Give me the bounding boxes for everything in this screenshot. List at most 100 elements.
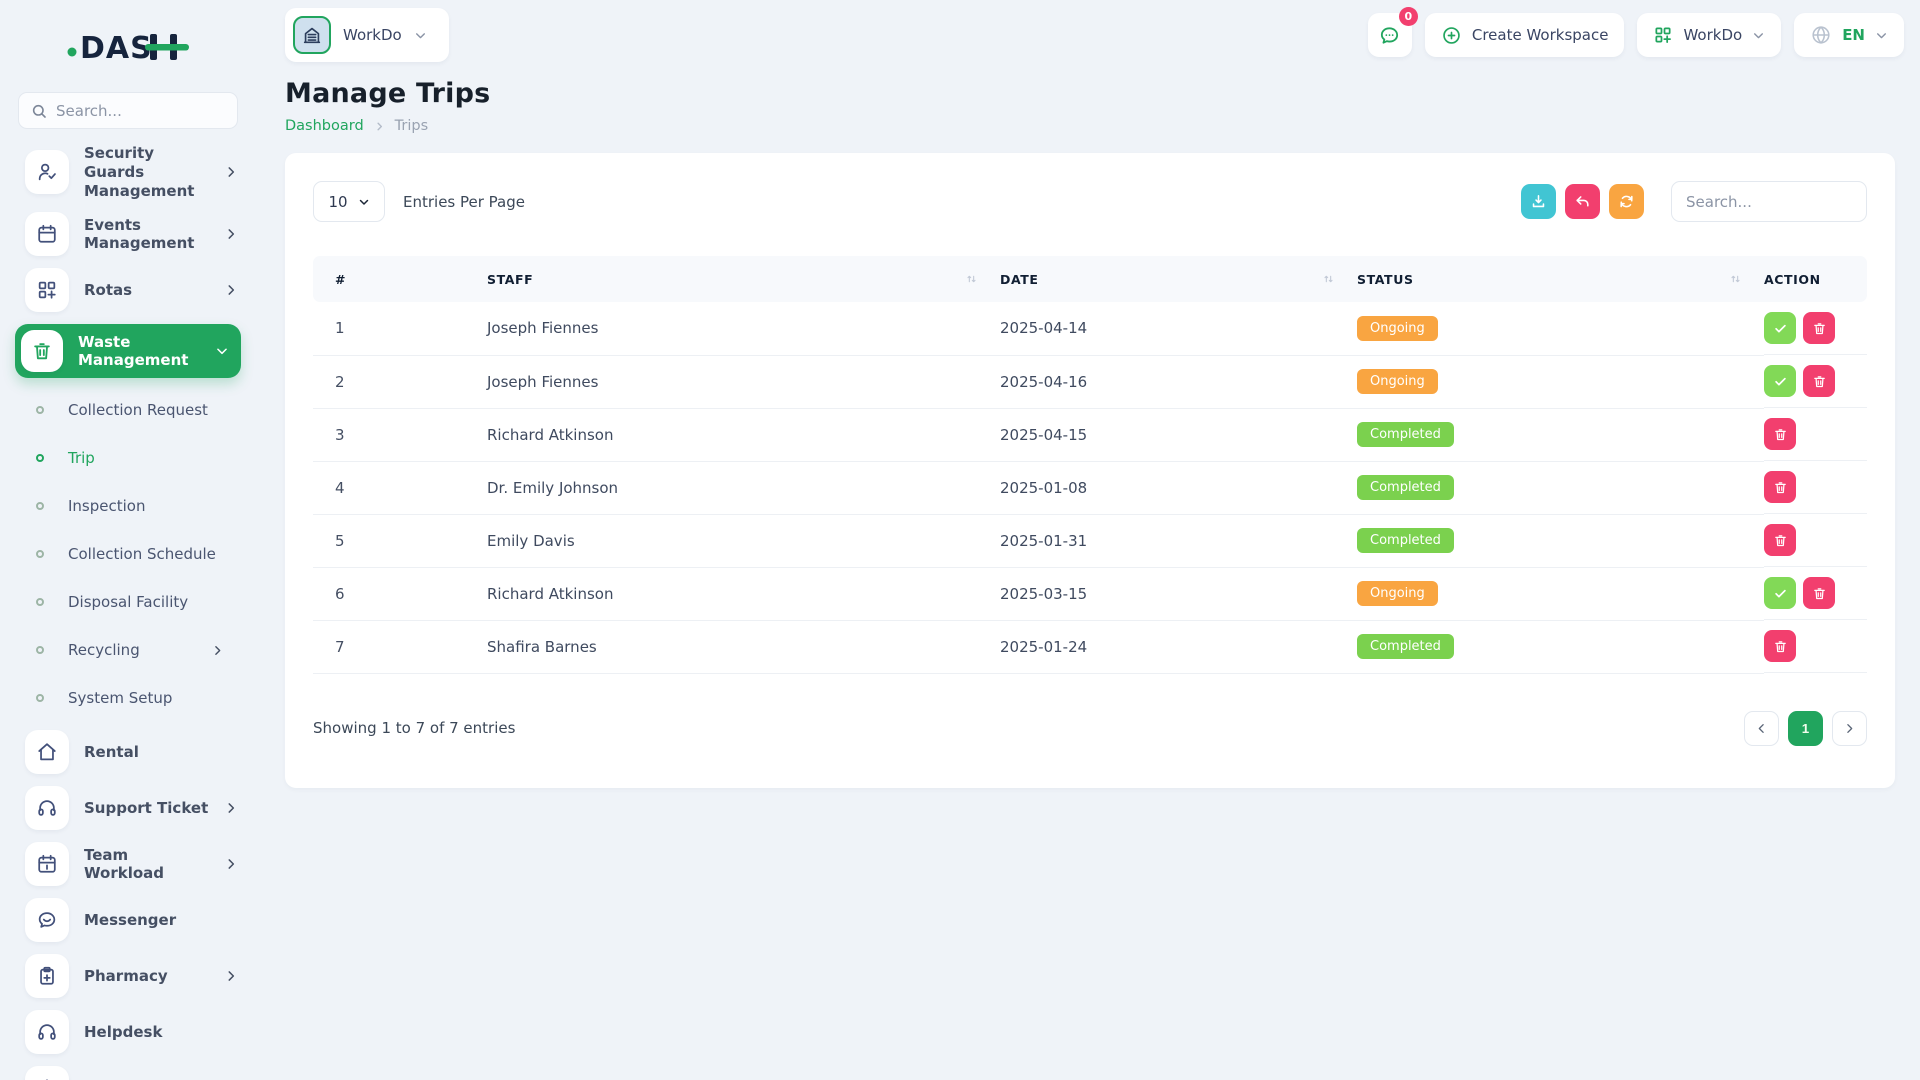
circle-bullet-icon (36, 502, 44, 511)
breadcrumb-dashboard-link[interactable]: Dashboard (285, 118, 364, 134)
chevron-right-icon (224, 165, 238, 179)
submenu-item-trip[interactable]: Trip (14, 434, 242, 482)
table-controls: 10 Entries Per Page (313, 181, 1867, 222)
delete-trip-button[interactable] (1764, 524, 1796, 556)
submenu-item-collection-schedule[interactable]: Collection Schedule (14, 530, 242, 578)
date-cell: 2025-01-24 (1000, 620, 1357, 674)
sidebar-item-waste-management[interactable]: Waste Management (15, 324, 241, 379)
gear-icon (25, 1066, 69, 1080)
plus-circle-icon (1441, 25, 1462, 46)
messages-count-badge: 0 (1398, 7, 1418, 26)
submenu-item-collection-request[interactable]: Collection Request (14, 386, 242, 434)
entries-per-page-label: Entries Per Page (403, 192, 525, 211)
sidebar-search-input[interactable] (56, 101, 225, 120)
sidebar-item-security-guards[interactable]: Security Guards Management (14, 144, 242, 200)
create-workspace-button[interactable]: Create Workspace (1424, 13, 1625, 57)
sidebar-item-support-ticket[interactable]: Support Ticket (14, 786, 242, 831)
previous-page-button[interactable] (1744, 710, 1779, 746)
sidebar-item-label: Rental (84, 742, 139, 761)
language-code: EN (1842, 26, 1865, 44)
top-header: WorkDo 0 Create Workspace WorkDo (256, 0, 1920, 62)
table-search-input[interactable] (1671, 181, 1867, 222)
submenu-item-disposal-facility[interactable]: Disposal Facility (14, 578, 242, 626)
entries-per-page-select[interactable]: 10 (313, 181, 385, 222)
workspace-name: WorkDo (343, 26, 402, 44)
check-icon (1773, 321, 1788, 336)
table-row: 3 Richard Atkinson 2025-04-15 Completed (313, 408, 1867, 462)
sidebar-item-pharmacy[interactable]: Pharmacy (14, 954, 242, 999)
headset-icon (25, 786, 69, 831)
back-button[interactable] (1565, 184, 1600, 219)
main-content: WorkDo 0 Create Workspace WorkDo (256, 0, 1920, 1080)
chevron-down-icon (215, 344, 229, 358)
language-selector[interactable]: EN (1794, 13, 1904, 57)
table-row: 2 Joseph Fiennes 2025-04-16 Ongoing (313, 355, 1867, 409)
submenu-item-inspection[interactable]: Inspection (14, 482, 242, 530)
sidebar-item-events-management[interactable]: Events Management (14, 212, 242, 257)
messages-button[interactable]: 0 (1367, 7, 1418, 57)
delete-trip-button[interactable] (1803, 577, 1835, 609)
submenu-item-system-setup[interactable]: System Setup (14, 674, 242, 722)
delete-trip-button[interactable] (1764, 418, 1796, 450)
delete-trip-button[interactable] (1803, 312, 1835, 344)
calendar-icon (25, 212, 69, 257)
circle-bullet-icon (36, 406, 44, 415)
submenu-item-recycling[interactable]: Recycling (14, 626, 242, 674)
chevron-down-icon (1752, 29, 1765, 42)
search-icon (31, 103, 47, 119)
column-header-date[interactable]: DATE (1000, 256, 1357, 302)
complete-trip-button[interactable] (1764, 577, 1796, 609)
column-header-staff[interactable]: STAFF (487, 256, 1000, 302)
sidebar-item-label: Messenger (84, 910, 177, 929)
sidebar-item-messenger[interactable]: Messenger (14, 898, 242, 943)
sidebar-item-settings[interactable]: Settings (14, 1066, 242, 1080)
trash-icon (1812, 586, 1827, 601)
sidebar-item-label: Helpdesk (84, 1022, 163, 1041)
sidebar-item-team-workload[interactable]: Team Workload (14, 842, 242, 887)
sidebar: DAS Security Guards Management Events Ma… (0, 0, 256, 1080)
sidebar-item-rotas[interactable]: Rotas (14, 268, 242, 313)
download-icon (1530, 193, 1547, 210)
trash-icon (1773, 639, 1788, 654)
trash-icon (1773, 427, 1788, 442)
next-page-button[interactable] (1832, 710, 1867, 746)
sidebar-item-helpdesk[interactable]: Helpdesk (14, 1010, 242, 1055)
app-menu-button[interactable]: WorkDo (1637, 13, 1782, 57)
chevron-right-icon (224, 801, 238, 815)
sidebar-item-rental[interactable]: Rental (14, 730, 242, 775)
complete-trip-button[interactable] (1764, 312, 1796, 344)
table-header-row: # STAFF DATE STATUS ACTION (313, 256, 1867, 302)
chat-icon (25, 898, 69, 943)
column-header-status[interactable]: STATUS (1357, 256, 1764, 302)
page-title: Manage Trips (285, 78, 491, 109)
staff-cell: Shafira Barnes (487, 620, 1000, 674)
workspace-switcher[interactable]: WorkDo (285, 8, 449, 62)
circle-bullet-icon (36, 646, 44, 655)
table-row: 7 Shafira Barnes 2025-01-24 Completed (313, 620, 1867, 674)
page-number-button[interactable]: 1 (1788, 710, 1823, 746)
chevron-down-icon (358, 196, 370, 208)
refresh-button[interactable] (1609, 184, 1644, 219)
header-actions: 0 Create Workspace WorkDo EN (1367, 7, 1904, 57)
pagination: 1 (1744, 710, 1867, 746)
chevron-right-icon (224, 857, 238, 871)
chevron-down-icon (1875, 29, 1888, 42)
trash-icon (1812, 374, 1827, 389)
circle-bullet-icon (36, 454, 44, 463)
app-logo: DAS (0, 20, 256, 84)
delete-trip-button[interactable] (1764, 630, 1796, 662)
delete-trip-button[interactable] (1803, 365, 1835, 397)
circle-bullet-icon (36, 550, 44, 559)
trips-table: # STAFF DATE STATUS ACTION 1 Joseph Fien… (313, 256, 1867, 674)
trash-icon (1773, 480, 1788, 495)
sort-icon (1322, 273, 1335, 286)
table-footer: Showing 1 to 7 of 7 entries 1 (313, 710, 1867, 746)
export-button[interactable] (1521, 184, 1556, 219)
complete-trip-button[interactable] (1764, 365, 1796, 397)
chevron-down-icon (414, 29, 427, 42)
sidebar-item-label: Team Workload (84, 845, 164, 883)
delete-trip-button[interactable] (1764, 471, 1796, 503)
table-row: 6 Richard Atkinson 2025-03-15 Ongoing (313, 567, 1867, 621)
sidebar-item-label: Events Management (84, 215, 195, 253)
status-badge: Completed (1357, 528, 1454, 553)
